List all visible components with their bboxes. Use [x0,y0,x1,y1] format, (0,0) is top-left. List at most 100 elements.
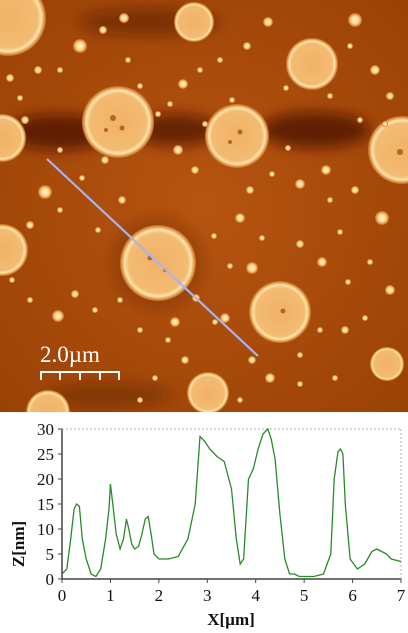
particle [125,57,131,63]
particle [73,39,87,53]
y-axis-ticks: 0 5 10 15 20 25 30 [37,420,62,589]
particle [248,356,256,364]
x-tick-label: 1 [106,586,115,605]
particle [285,145,291,151]
particle [332,375,338,381]
particle [246,262,258,274]
particle [217,57,223,63]
particle [227,263,233,269]
particle [370,65,380,75]
y-axis-label: Z[nm] [9,521,28,567]
x-tick-label: 7 [397,586,406,605]
particle [243,42,251,50]
particle [17,95,23,101]
particle [191,166,199,174]
particle [321,165,331,175]
particle [263,17,273,27]
y-tick-label: 5 [46,545,55,564]
particle [327,197,333,203]
particle [0,114,26,162]
particle [26,390,70,412]
particle [34,66,42,74]
particle [71,290,79,298]
scale-bar: 2.0µm [40,342,120,380]
particle [27,297,33,303]
particle [367,259,373,265]
particle [137,397,143,403]
particle [178,79,188,89]
x-tick-label: 5 [300,586,309,605]
particle [283,85,289,91]
y-tick-label: 30 [37,420,54,439]
height-profile-chart: 0 5 10 15 20 25 30 0 1 2 3 4 5 6 7 Z[nm] X[µm] [9,420,406,629]
particle [286,38,338,90]
particle [0,0,46,56]
particle [265,373,275,383]
particle [174,2,214,42]
particle [351,186,359,194]
particle [137,83,143,89]
particle [205,104,269,168]
particle [347,43,353,49]
particle [38,185,52,199]
particle [57,67,63,73]
particle [295,179,305,189]
particle [370,347,404,381]
particle [357,117,363,123]
particle [119,13,129,23]
particle [197,67,203,73]
y-tick-label: 10 [37,520,54,539]
large-particles [0,0,408,412]
x-tick-label: 0 [58,586,67,605]
x-tick-label: 2 [155,586,164,605]
particle [82,86,154,158]
particle [57,207,63,213]
particle [117,297,123,303]
particle [173,145,183,155]
particle [297,381,303,387]
particle [269,171,275,177]
particle [79,175,85,181]
particle [317,327,323,333]
particle [246,186,254,194]
particle [382,121,388,127]
y-tick-label: 15 [37,495,54,514]
particle [296,240,304,248]
x-tick-label: 3 [203,586,212,605]
particle [99,26,107,34]
particle [181,356,189,364]
particle [187,372,229,412]
particle [362,315,368,321]
x-tick-label: 4 [251,586,260,605]
particle [118,196,126,204]
x-tick-label: 6 [348,586,357,605]
particle [92,307,98,313]
y-tick-label: 25 [37,445,54,464]
particle [317,257,327,267]
particle [165,337,171,343]
x-axis-label: X[µm] [207,610,255,629]
particle [235,213,245,223]
particle [21,116,29,124]
particle [385,285,395,295]
particle [375,211,389,225]
small-particles [6,13,395,403]
line-profile-path [46,158,259,357]
particle [297,352,303,358]
particle [9,277,15,283]
particle [26,221,34,229]
particle [249,281,311,343]
particle [167,101,173,107]
series-line [61,427,402,578]
y-tick-label: 20 [37,470,54,489]
particle [229,97,235,103]
particle [237,397,243,403]
particle [6,74,14,82]
y-tick-label: 0 [46,570,55,589]
particle [101,156,109,164]
particle [57,147,63,153]
particle [211,233,217,239]
particle [212,319,218,325]
particle [345,279,351,285]
particle [0,224,28,276]
